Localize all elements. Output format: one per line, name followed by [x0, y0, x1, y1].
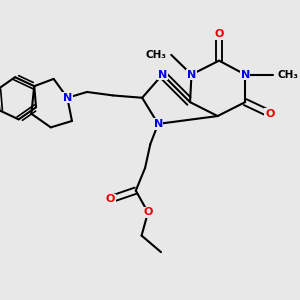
Text: CH₃: CH₃: [146, 50, 167, 60]
Text: O: O: [143, 207, 153, 218]
Text: N: N: [154, 119, 163, 129]
Text: N: N: [158, 70, 167, 80]
Text: CH₃: CH₃: [277, 70, 298, 80]
Text: N: N: [241, 70, 250, 80]
Text: O: O: [106, 194, 115, 204]
Text: N: N: [63, 93, 72, 103]
Text: O: O: [265, 109, 274, 119]
Text: N: N: [187, 70, 196, 80]
Text: O: O: [214, 29, 224, 39]
